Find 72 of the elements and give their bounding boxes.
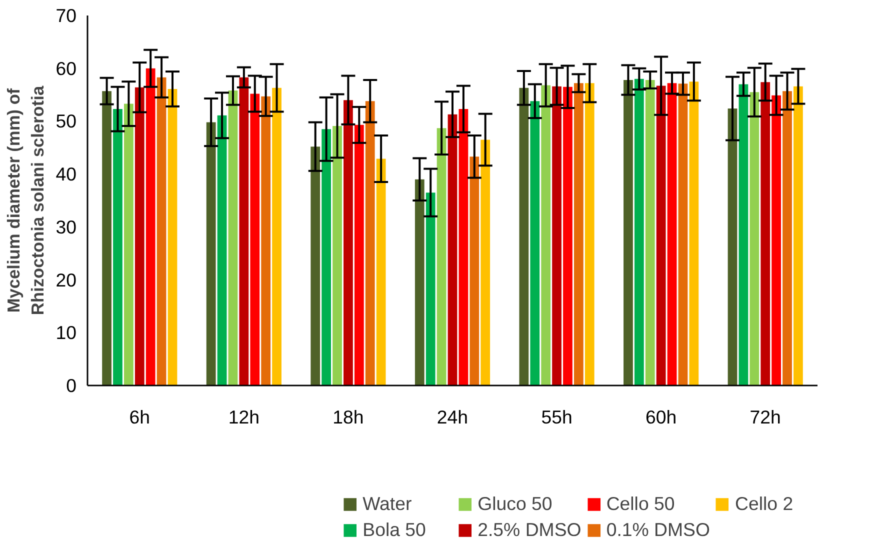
x-tick-label: 24h bbox=[436, 406, 468, 428]
bar bbox=[458, 109, 468, 386]
y-tick-label: 50 bbox=[56, 110, 77, 132]
bar bbox=[239, 77, 249, 386]
y-tick-label: 20 bbox=[56, 269, 77, 290]
bar bbox=[332, 126, 342, 386]
bar bbox=[272, 88, 282, 386]
legend-label: Water bbox=[362, 493, 413, 515]
bar bbox=[470, 156, 480, 386]
bar bbox=[310, 146, 320, 386]
bar bbox=[228, 90, 238, 386]
bar bbox=[113, 109, 122, 386]
y-tick-label: 0 bbox=[66, 375, 77, 396]
bar bbox=[146, 68, 156, 386]
y-tick-label: 70 bbox=[56, 5, 77, 26]
bar bbox=[656, 86, 666, 386]
bar bbox=[354, 124, 364, 386]
bar bbox=[689, 82, 699, 386]
bar bbox=[426, 192, 436, 386]
bar bbox=[563, 86, 572, 386]
bar bbox=[750, 92, 760, 386]
bar bbox=[376, 158, 386, 386]
bar bbox=[530, 101, 540, 386]
bar bbox=[782, 91, 792, 386]
legend-label: Cello 2 bbox=[735, 493, 794, 515]
bar bbox=[678, 84, 688, 386]
legend-label: 2.5% DMSO bbox=[478, 519, 582, 541]
x-tick-label: 18h bbox=[332, 406, 364, 428]
bar bbox=[124, 104, 134, 386]
bar bbox=[217, 115, 227, 386]
bar bbox=[261, 96, 271, 386]
legend-label: Bola 50 bbox=[362, 519, 427, 541]
bar bbox=[436, 128, 446, 386]
y-tick-label: 60 bbox=[56, 58, 77, 79]
x-tick-label: 60h bbox=[646, 406, 677, 428]
bar bbox=[168, 88, 178, 386]
bar bbox=[794, 86, 803, 386]
bar bbox=[414, 179, 424, 386]
bar bbox=[552, 86, 562, 386]
bar bbox=[250, 94, 260, 386]
bar bbox=[624, 80, 633, 386]
bar bbox=[645, 80, 655, 386]
x-tick-label: 72h bbox=[750, 406, 781, 428]
legend-label: 0.1% DMSO bbox=[606, 519, 710, 541]
y-tick-label: 30 bbox=[56, 216, 77, 238]
bar bbox=[344, 100, 353, 386]
y-tick-label: 40 bbox=[56, 164, 77, 185]
bar bbox=[584, 83, 594, 386]
y-axis-title: Mycelium diameter (mm) of Rhizoctonia solani sclerotia bbox=[4, 86, 48, 316]
bar bbox=[574, 83, 584, 386]
x-tick-label: 55h bbox=[541, 406, 572, 428]
bar bbox=[134, 87, 144, 386]
bar bbox=[448, 114, 458, 386]
bar bbox=[480, 140, 490, 386]
bar bbox=[738, 84, 748, 386]
bar bbox=[102, 91, 112, 386]
bar bbox=[519, 88, 529, 386]
bar bbox=[156, 77, 166, 386]
bar bbox=[206, 122, 216, 386]
bar bbox=[634, 78, 644, 386]
legend-label: Gluco 50 bbox=[478, 493, 554, 515]
bar bbox=[760, 82, 770, 386]
bar bbox=[365, 101, 375, 386]
legend-label: Cello 50 bbox=[606, 493, 676, 515]
y-tick-label: 10 bbox=[56, 322, 77, 344]
bar bbox=[728, 108, 738, 386]
bar bbox=[772, 95, 781, 386]
bar bbox=[322, 129, 332, 386]
bar bbox=[541, 85, 551, 386]
bar bbox=[667, 83, 677, 386]
x-tick-label: 12h bbox=[228, 406, 260, 428]
x-tick-label: 6h bbox=[129, 406, 150, 428]
